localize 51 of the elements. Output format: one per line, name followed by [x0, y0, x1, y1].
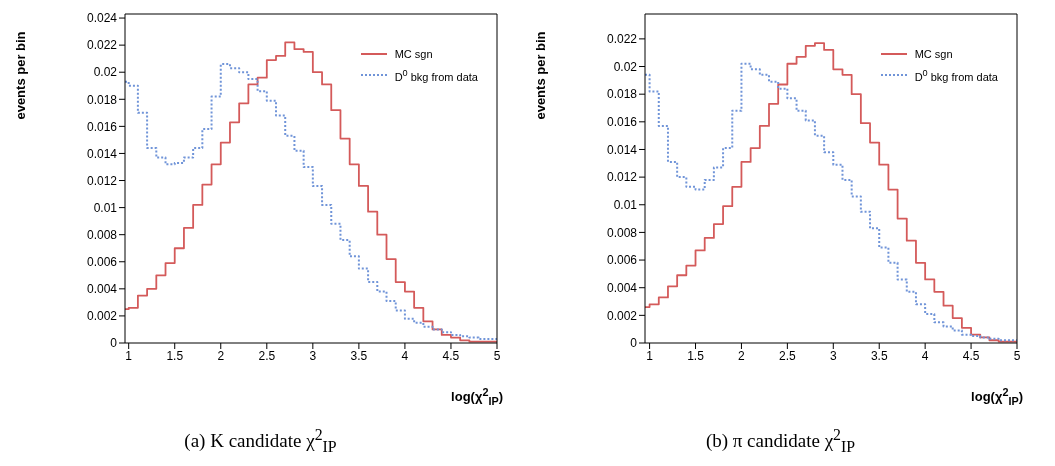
y-tick-label: 0.014 — [606, 142, 638, 157]
y-tick-label: 0.02 — [613, 59, 638, 74]
x-tick-label: 1 — [125, 348, 133, 363]
y-tick-label: 0.01 — [613, 198, 638, 213]
y-tick-label: 0.018 — [606, 87, 638, 102]
y-tick-label: 0.008 — [86, 227, 118, 242]
x-tick-label: 5 — [1013, 348, 1021, 363]
x-tick-label: 1.5 — [687, 348, 705, 363]
y-tick-label: 0.022 — [606, 32, 638, 47]
x-tick-label: 1 — [646, 348, 654, 363]
y-tick-label: 0.012 — [86, 173, 118, 188]
legend-label: D$^{0}$ bkg from data — [914, 68, 998, 83]
y-tick-label: 0.02 — [93, 65, 118, 80]
y-tick-label: 0.014 — [86, 146, 118, 161]
x-tick-label: 4 — [401, 348, 409, 363]
y-tick-label: 0.008 — [606, 225, 638, 240]
y-tick-label: 0.002 — [606, 308, 638, 323]
y-tick-label: 0.002 — [86, 309, 118, 324]
y-tick-label: 0.004 — [86, 282, 118, 297]
y-tick-label: 0.01 — [93, 200, 118, 215]
y-tick-label: 0.016 — [86, 119, 118, 134]
x-axis-title: log(χ$^{2}$$_{IP}$) — [451, 386, 503, 407]
x-tick-label: 1.5 — [166, 348, 184, 363]
x-tick-label: 2 — [738, 348, 746, 363]
y-tick-label: 0 — [630, 336, 638, 351]
x-tick-label: 4.5 — [962, 348, 980, 363]
legend-label: MC sgn — [914, 48, 953, 60]
y-tick-label: 0.018 — [86, 92, 118, 107]
x-tick-label: 4 — [921, 348, 929, 363]
legend-label: MC sgn — [394, 48, 433, 60]
x-tick-label: 2.5 — [258, 348, 276, 363]
y-tick-label: 0.016 — [606, 115, 638, 130]
x-tick-label: 3 — [829, 348, 837, 363]
y-tick-label: 0 — [110, 336, 118, 351]
y-tick-label: 0.012 — [606, 170, 638, 185]
x-tick-label: 2.5 — [779, 348, 797, 363]
x-tick-label: 3.5 — [870, 348, 888, 363]
x-tick-label: 3.5 — [350, 348, 368, 363]
legend-label: D$^{0}$ bkg from data — [394, 68, 478, 83]
x-axis-title: log(χ$^{2}$$_{IP}$) — [971, 386, 1023, 407]
x-tick-label: 4.5 — [442, 348, 460, 363]
y-tick-label: 0.006 — [606, 253, 638, 268]
y-tick-label: 0.004 — [606, 280, 638, 295]
x-tick-label: 2 — [217, 348, 225, 363]
y-tick-label: 0.024 — [86, 11, 118, 26]
y-axis-title: events per bin — [12, 31, 28, 120]
y-tick-label: 0.022 — [86, 38, 118, 53]
y-tick-label: 0.006 — [86, 255, 118, 270]
x-tick-label: 5 — [493, 348, 501, 363]
y-axis-title: events per bin — [532, 31, 548, 120]
x-tick-label: 3 — [309, 348, 317, 363]
